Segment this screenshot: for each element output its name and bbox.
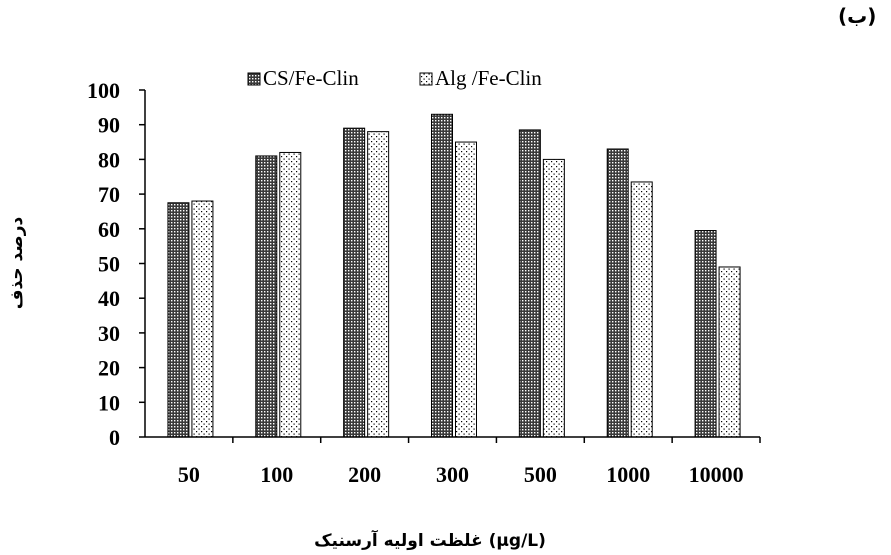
- x-tick-label: 200: [348, 462, 381, 487]
- y-tick-label: 0: [109, 425, 120, 450]
- y-tick-label: 30: [98, 321, 120, 346]
- y-tick-label: 80: [98, 147, 120, 172]
- y-tick-label: 90: [98, 113, 120, 138]
- bar-series-1: [431, 113, 453, 438]
- legend-swatch: [419, 72, 433, 86]
- bar-series-1: [343, 127, 366, 438]
- bar-series-2: [455, 141, 477, 438]
- y-tick-label: 10: [98, 390, 120, 415]
- x-axis-title: غلظت اولیه آرسنیک (µg/L): [314, 529, 546, 551]
- x-tick-labels: 50 100 200 300 500 1000 10000: [178, 462, 744, 487]
- y-tick-label: 100: [87, 78, 120, 103]
- bar-series-1: [606, 148, 629, 438]
- x-tick-label: 50: [178, 462, 200, 487]
- legend-label: CS/Fe-Clin: [263, 66, 359, 90]
- x-tick-label: 500: [524, 462, 557, 487]
- bar-series-1: [167, 202, 190, 438]
- y-tick-label: 20: [98, 356, 120, 381]
- bar-series-2: [191, 200, 214, 438]
- bar-series-1: [255, 155, 278, 438]
- bar-series-2: [718, 266, 741, 438]
- y-tick-label: 70: [98, 182, 120, 207]
- x-tick-label: 1000: [606, 462, 650, 487]
- y-tick-label: 50: [98, 252, 120, 277]
- bar-series-2: [367, 131, 390, 438]
- x-tick-label: 100: [260, 462, 293, 487]
- y-tick-label: 40: [98, 286, 120, 311]
- legend-label: Alg /Fe-Clin: [435, 66, 542, 90]
- bar-series-1: [694, 230, 717, 438]
- y-axis-title: درصد حذف: [7, 216, 27, 309]
- bar-series-1: [518, 129, 541, 438]
- bar-series-2: [542, 158, 565, 438]
- legend: CS/Fe-Clin Alg /Fe-Clin: [247, 66, 542, 90]
- panel-label: (ب): [838, 4, 877, 28]
- bars-group: [167, 113, 741, 438]
- y-tick-labels: 0 10 20 30 40 50 60 70 80 90 100: [87, 78, 120, 450]
- legend-swatch: [247, 72, 261, 86]
- y-tick-label: 60: [98, 217, 120, 242]
- x-tick-label: 300: [436, 462, 469, 487]
- x-tick-label: 10000: [689, 462, 744, 487]
- bar-series-2: [630, 181, 653, 438]
- bar-series-2: [279, 151, 302, 438]
- axes-group: [139, 89, 761, 443]
